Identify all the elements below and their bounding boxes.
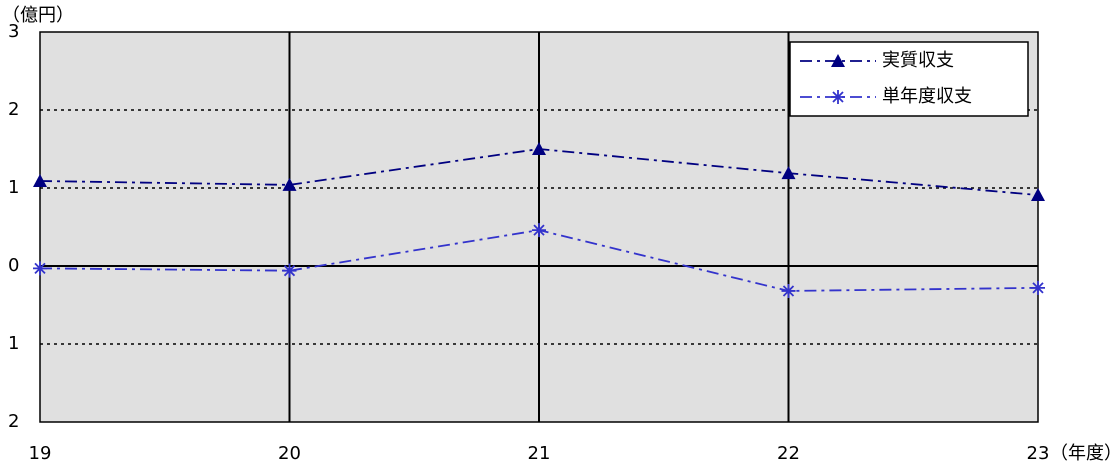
y-tick-label: 2 [8, 99, 19, 120]
x-tick-label: 22 [777, 443, 800, 464]
y-tick-label: 1 [8, 333, 19, 354]
marker [1031, 280, 1045, 295]
marker [282, 177, 297, 191]
legend-box [789, 41, 1029, 117]
x-tick-label: 19 [29, 443, 52, 464]
marker [282, 263, 297, 278]
legend-label: 単年度収支 [882, 86, 972, 107]
y-unit-label: （億円） [2, 5, 74, 26]
marker [1031, 188, 1045, 202]
x-unit-label: （年度） [1050, 443, 1113, 464]
legend-label: 実質収支 [882, 50, 954, 71]
y-tick-label: 2 [8, 411, 19, 432]
y-tick-label: 1 [8, 177, 19, 198]
marker [831, 90, 845, 104]
marker [33, 173, 47, 187]
marker [33, 261, 47, 276]
marker [532, 223, 546, 238]
x-tick-label: 23 [1027, 443, 1050, 464]
y-tick-label: 0 [8, 255, 19, 276]
marker [781, 166, 796, 180]
marker [532, 142, 546, 155]
marker [831, 54, 845, 67]
marker [781, 283, 796, 298]
x-tick-label: 21 [528, 443, 551, 464]
y-tick-label: 3 [8, 21, 19, 42]
x-tick-label: 20 [278, 443, 301, 464]
